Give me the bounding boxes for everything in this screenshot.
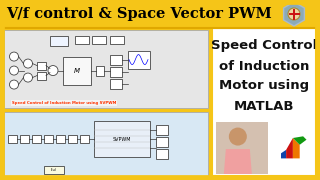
Bar [32, 135, 41, 143]
Bar [94, 121, 150, 157]
Bar [110, 36, 124, 44]
Text: Speed Control of Induction Motor using SVPWM: Speed Control of Induction Motor using S… [12, 101, 116, 105]
Bar [44, 135, 53, 143]
Circle shape [229, 128, 247, 146]
Polygon shape [284, 2, 304, 26]
Bar [0, 0, 320, 28]
Bar [110, 55, 122, 65]
Bar [92, 36, 106, 44]
Circle shape [10, 52, 19, 61]
Circle shape [288, 8, 300, 20]
Bar [44, 166, 64, 174]
Bar [156, 137, 168, 147]
Polygon shape [293, 138, 300, 158]
Text: MATLAB: MATLAB [234, 100, 294, 112]
Bar [216, 122, 268, 174]
Circle shape [23, 59, 33, 68]
Text: V/f control & Space Vector PWM: V/f control & Space Vector PWM [6, 7, 272, 21]
Text: of Induction: of Induction [219, 60, 309, 73]
Bar [37, 72, 46, 80]
Bar [212, 28, 316, 176]
Bar [56, 135, 65, 143]
Text: Motor using: Motor using [219, 80, 309, 93]
Polygon shape [281, 150, 286, 158]
Bar [80, 135, 89, 143]
Bar [96, 66, 104, 76]
Polygon shape [224, 149, 252, 174]
Circle shape [10, 80, 19, 89]
Bar [110, 67, 122, 76]
Circle shape [23, 73, 33, 82]
Circle shape [48, 66, 58, 76]
Bar [156, 149, 168, 159]
Bar [37, 62, 46, 69]
Bar [156, 125, 168, 135]
Bar [75, 36, 89, 44]
Bar [128, 51, 150, 69]
Polygon shape [286, 138, 293, 158]
Bar [4, 30, 208, 108]
Bar [4, 112, 208, 180]
Circle shape [10, 66, 19, 75]
Bar [8, 135, 17, 143]
Bar [63, 57, 91, 85]
Text: Speed Control: Speed Control [211, 39, 317, 53]
Polygon shape [293, 136, 307, 145]
Bar [20, 135, 29, 143]
Text: SVPWM: SVPWM [113, 137, 131, 142]
Bar [110, 78, 122, 89]
Text: f(u): f(u) [51, 168, 57, 172]
Bar [68, 135, 77, 143]
Text: M: M [74, 68, 80, 74]
Bar [50, 36, 68, 46]
